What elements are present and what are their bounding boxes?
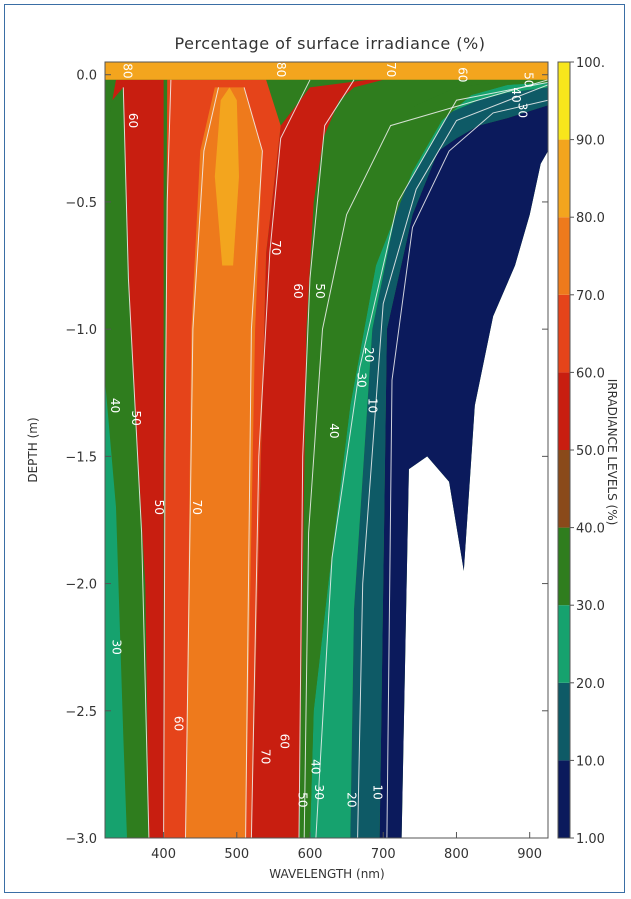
colorbar-tick-label: 20.0 (576, 677, 605, 692)
region-50-60-right (251, 79, 384, 838)
contour-label: 60 (172, 716, 186, 731)
contour-label: 10 (371, 785, 385, 800)
contour-label: 60 (456, 67, 470, 82)
region-50-60-left (112, 79, 164, 838)
region-1-10 (379, 105, 548, 838)
contour-label: 80 (274, 62, 288, 77)
contour-line (386, 99, 548, 838)
colorbar-swatch (558, 294, 570, 373)
colorbar-swatch (558, 527, 570, 606)
y-tick-label: −0.5 (65, 196, 97, 211)
x-tick-label: 500 (224, 847, 249, 862)
contour-label: 70 (384, 62, 398, 77)
contour-label: 40 (327, 423, 341, 438)
colorbar-tick-label: 50.0 (576, 444, 605, 459)
contour-line (163, 79, 172, 838)
contour-label: 40 (308, 759, 322, 774)
contour-label: 50 (313, 283, 327, 298)
y-tick-label: −2.5 (65, 705, 97, 720)
region-10-20 (350, 87, 548, 838)
x-tick-label: 800 (444, 847, 469, 862)
colorbar-tick-label: 80.0 (576, 211, 605, 226)
colorbar-swatch (558, 62, 570, 140)
region-below-1 (401, 151, 548, 838)
contour-line (250, 79, 311, 838)
colorbar-tick-label: 100. (576, 56, 605, 71)
y-tick-label: −2.0 (65, 578, 97, 593)
contour-label: 30 (355, 372, 369, 387)
y-tick-label: −3.0 (65, 832, 97, 847)
contour-label: 50 (522, 72, 536, 87)
contour-regions (105, 62, 548, 838)
colorbar-label: IRRADIANCE LEVELS (%) (605, 379, 619, 526)
x-tick-label: 900 (517, 847, 542, 862)
contour-label: 50 (152, 500, 166, 515)
contour-line (122, 87, 150, 838)
colorbar-tick-label: 90.0 (576, 134, 605, 149)
region-20-30-left (105, 380, 127, 838)
colorbar-swatch (558, 217, 570, 295)
contour-line (357, 84, 548, 838)
colorbar-tick-label: 40.0 (576, 522, 605, 537)
contour-label: 40 (108, 398, 122, 413)
contour-line (298, 79, 355, 838)
region-20-30 (310, 82, 548, 838)
region-30-40-right (299, 79, 548, 838)
x-tick-label: 400 (151, 847, 176, 862)
contour-lines (122, 79, 548, 838)
contour-label: 30 (312, 785, 326, 800)
y-tick-label: −1.5 (65, 450, 97, 465)
plot-border (104, 61, 549, 839)
colorbar-tick-label: 30.0 (576, 599, 605, 614)
colorbar: 1.00 10.0 20.0 30.0 40.0 50.0 60.0 70.0 80.0 90.0… (557, 56, 605, 847)
contour-label: 60 (126, 113, 140, 128)
irradiance-contour-chart: Percentage of surface irradiance (%) 80 8… (26, 34, 619, 881)
chart-title: Percentage of surface irradiance (%) (175, 34, 486, 53)
contour-label: 70 (269, 240, 283, 255)
contour-label: 60 (291, 283, 305, 298)
colorbar-tick-label: 60.0 (576, 366, 605, 381)
contour-label: 20 (344, 792, 358, 807)
contour-label: 70 (190, 500, 204, 515)
y-axis: 0.0 −0.5 −1.0 −1.5 −2.0 −2.5 −3.0 (65, 69, 548, 847)
colorbar-swatch (558, 139, 570, 218)
contour-label: 70 (259, 749, 273, 764)
contour-label: 50 (129, 411, 143, 426)
contour-label: 20 (362, 347, 376, 362)
y-tick-label: 0.0 (76, 69, 97, 84)
contour-line (315, 81, 548, 838)
colorbar-swatch (558, 682, 570, 761)
contour-label: 30 (516, 103, 530, 118)
colorbar-tick-label: 1.00 (576, 832, 605, 847)
contour-label: 10 (366, 398, 380, 413)
contour-label: 40 (509, 87, 523, 102)
region-70-80 (185, 87, 263, 838)
contour-label: 60 (278, 734, 292, 749)
region-80-90 (214, 87, 239, 266)
contour-line (303, 79, 548, 838)
colorbar-swatch (558, 760, 570, 838)
colorbar-tick-label: 70.0 (576, 289, 605, 304)
colorbar-swatch (558, 605, 570, 683)
x-axis-label: WAVELENGTH (nm) (269, 867, 384, 881)
contour-label: 50 (295, 792, 309, 807)
contour-line (185, 87, 219, 838)
figure-frame: Percentage of surface irradiance (%) 80 8… (4, 4, 625, 893)
colorbar-swatch (558, 450, 570, 528)
colorbar-swatch (558, 372, 570, 450)
x-tick-label: 700 (371, 847, 396, 862)
region-surface-band (105, 62, 548, 80)
y-tick-label: −1.0 (65, 323, 97, 338)
contour-label: 30 (109, 640, 123, 655)
colorbar-tick-label: 10.0 (576, 754, 605, 769)
x-axis: 400 500 600 700 800 900 (151, 832, 542, 862)
x-tick-label: 600 (298, 847, 323, 862)
contour-label: 80 (120, 63, 134, 78)
contour-line (243, 87, 263, 838)
y-axis-label: DEPTH (m) (26, 417, 40, 482)
